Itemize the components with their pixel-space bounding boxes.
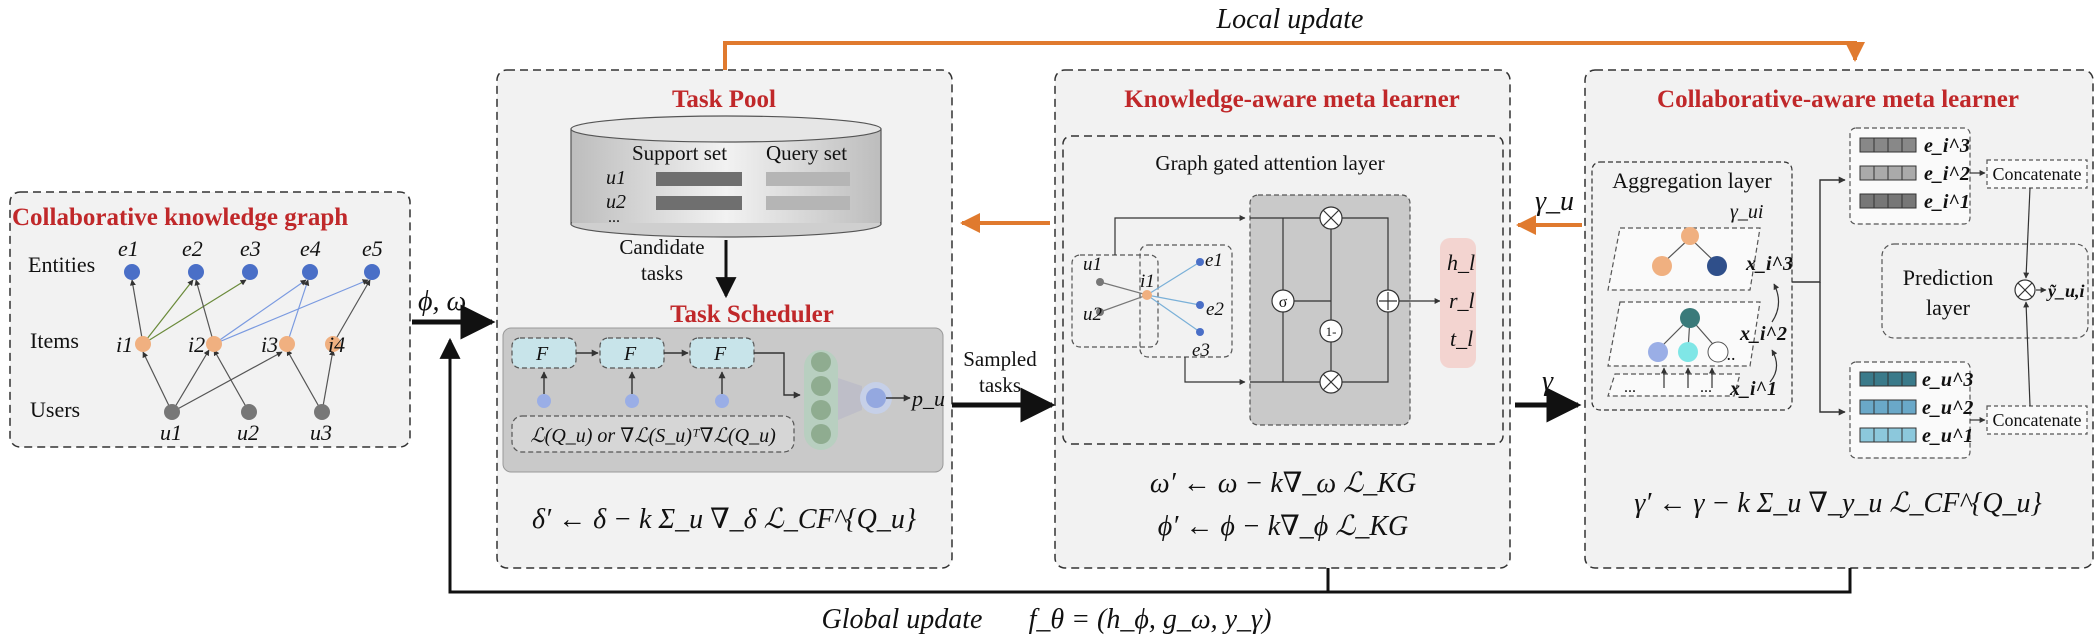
gamma-ui-label: γ_ui bbox=[1730, 201, 1763, 223]
pool-row-dots: ... bbox=[608, 209, 620, 226]
item-label-i4: i4 bbox=[328, 332, 345, 357]
ckg-title: Collaborative knowledge graph bbox=[12, 204, 348, 231]
gate-box bbox=[1249, 194, 1411, 426]
gga-layer-title: Graph gated attention layer bbox=[1155, 151, 1384, 175]
global-update-formula: f_θ = (h_ϕ, g_ω, y_γ) bbox=[1029, 604, 1272, 635]
ckg-row-entities: Entities bbox=[28, 252, 95, 277]
item-label-i2: i2 bbox=[188, 332, 205, 357]
gamma-label: γ bbox=[1542, 366, 1554, 397]
eu-label-2: e_u^2 bbox=[1922, 397, 1973, 419]
gamma-u-label: γ_u bbox=[1535, 186, 1574, 217]
sampled-tasks-line1: Sampled bbox=[963, 347, 1037, 371]
query-bar-1 bbox=[766, 172, 850, 186]
entity-label-e3: e3 bbox=[240, 236, 261, 261]
kml-panel: Knowledge-aware meta learner Graph gated… bbox=[1054, 69, 1511, 569]
ckg-panel: Collaborative knowledge graph Entities I… bbox=[9, 191, 411, 448]
item-label-i1: i1 bbox=[116, 332, 133, 357]
f-label-2: F bbox=[623, 343, 637, 365]
support-set-label: Support set bbox=[632, 141, 727, 165]
entity-label-e4: e4 bbox=[300, 236, 321, 261]
local-update-label: Local update bbox=[1216, 4, 1364, 35]
kml-node-e1: e1 bbox=[1205, 250, 1223, 271]
concatenate-label-top: Concatenate bbox=[1993, 164, 2082, 184]
f-label-3: F bbox=[713, 343, 727, 365]
phi-omega-label: ϕ, ω bbox=[418, 286, 466, 317]
entity-label-e1: e1 bbox=[118, 236, 139, 261]
user-nodes bbox=[164, 404, 330, 420]
query-set-label: Query set bbox=[766, 141, 847, 165]
kml-node-u1: u1 bbox=[1083, 254, 1102, 275]
concatenate-box-bottom bbox=[1986, 405, 2088, 435]
ei-label-2: e_i^2 bbox=[1924, 163, 1970, 185]
entity-label-e5: e5 bbox=[362, 236, 383, 261]
loss-formula: ℒ(Q_u) or ∇ℒ(S_u)ᵀ∇ℒ(Q_u) bbox=[530, 425, 776, 447]
global-update-path bbox=[439, 337, 1852, 594]
eu-label-1: e_u^1 bbox=[1922, 425, 1973, 447]
f-label-1: F bbox=[535, 343, 549, 365]
kml-title: Knowledge-aware meta learner bbox=[1124, 86, 1460, 113]
prediction-line1: Prediction bbox=[1903, 265, 1993, 290]
mlp-nodes bbox=[811, 352, 831, 444]
delta-update-formula: δ′ ← δ − k Σ_u ∇_δ ℒ_CF^{Q_u} bbox=[532, 504, 916, 535]
sigma-symbol: σ bbox=[1279, 294, 1288, 311]
item-nodes bbox=[135, 336, 341, 352]
pu-label: p_u bbox=[910, 386, 945, 411]
kml-node-u2: u2 bbox=[1083, 304, 1103, 325]
lower-plane-dots-2: ... bbox=[1700, 379, 1712, 396]
gamma-update-formula: γ′ ← γ − k Σ_u ∇_y_u ℒ_CF^{Q_u} bbox=[1634, 488, 2042, 519]
x-label-2: x_i^2 bbox=[1739, 323, 1787, 345]
concatenate-label-bottom: Concatenate bbox=[1993, 410, 2082, 430]
ei-label-3: e_i^3 bbox=[1924, 135, 1970, 157]
task-scheduler-title: Task Scheduler bbox=[670, 301, 834, 328]
task-pool-panel: Task Pool Support set Query set u1 u2 ..… bbox=[496, 69, 953, 569]
aggregation-title: Aggregation layer bbox=[1612, 168, 1772, 193]
local-update-arrow bbox=[723, 41, 1865, 70]
ei-bars bbox=[1859, 137, 1917, 209]
x-label-1: x_i^1 bbox=[1729, 378, 1777, 400]
ckg-row-users: Users bbox=[30, 397, 80, 422]
eu-label-3: e_u^3 bbox=[1922, 369, 1973, 391]
output-r: r_l bbox=[1449, 288, 1475, 313]
lower-plane-dots-1: ... bbox=[1624, 379, 1636, 396]
y-hat-label: ỹ_u,i bbox=[2046, 281, 2085, 301]
kml-output-box bbox=[1440, 238, 1476, 368]
kml-node-e2: e2 bbox=[1206, 299, 1224, 320]
task-pool-title: Task Pool bbox=[672, 86, 776, 113]
output-t: t_l bbox=[1450, 326, 1473, 351]
item-label-i3: i3 bbox=[261, 332, 278, 357]
one-minus-symbol: 1- bbox=[1326, 324, 1337, 339]
entity-label-e2: e2 bbox=[182, 236, 203, 261]
eu-bars bbox=[1859, 371, 1917, 443]
sampled-tasks-line2: tasks bbox=[979, 373, 1021, 397]
entity-nodes bbox=[124, 264, 380, 280]
prediction-line2: layer bbox=[1926, 295, 1971, 320]
ckg-row-items: Items bbox=[30, 328, 79, 353]
user-label-u3: u3 bbox=[310, 420, 332, 445]
concatenate-box-top bbox=[1986, 159, 2088, 189]
query-bar-2 bbox=[766, 196, 850, 210]
prediction-layer-box bbox=[1881, 243, 2089, 339]
f-cells bbox=[511, 337, 755, 369]
x-label-3: x_i^3 bbox=[1745, 253, 1793, 275]
user-label-u2: u2 bbox=[237, 420, 259, 445]
kml-node-i1: i1 bbox=[1140, 271, 1155, 292]
kml-node-e3: e3 bbox=[1192, 340, 1210, 361]
omega-update-formula: ω′ ← ω − k∇_ω ℒ_KG bbox=[1150, 468, 1416, 499]
support-bar-1 bbox=[656, 172, 742, 186]
pool-row-u2: u2 bbox=[606, 191, 626, 213]
ei-label-1: e_i^1 bbox=[1924, 191, 1970, 213]
user-label-u1: u1 bbox=[160, 420, 182, 445]
global-update-label: Global update bbox=[822, 604, 983, 635]
cml-panel: Collaborative-aware meta learner Aggrega… bbox=[1584, 69, 2094, 569]
phi-update-formula: ϕ′ ← ϕ − k∇_ϕ ℒ_KG bbox=[1158, 511, 1409, 542]
support-bar-2 bbox=[656, 196, 742, 210]
candidate-tasks-line1: Candidate bbox=[619, 235, 704, 259]
pool-row-u1: u1 bbox=[606, 167, 626, 189]
output-h: h_l bbox=[1447, 250, 1475, 275]
cml-title: Collaborative-aware meta learner bbox=[1657, 86, 2019, 113]
loss-box bbox=[511, 415, 795, 453]
candidate-tasks-line2: tasks bbox=[641, 261, 683, 285]
